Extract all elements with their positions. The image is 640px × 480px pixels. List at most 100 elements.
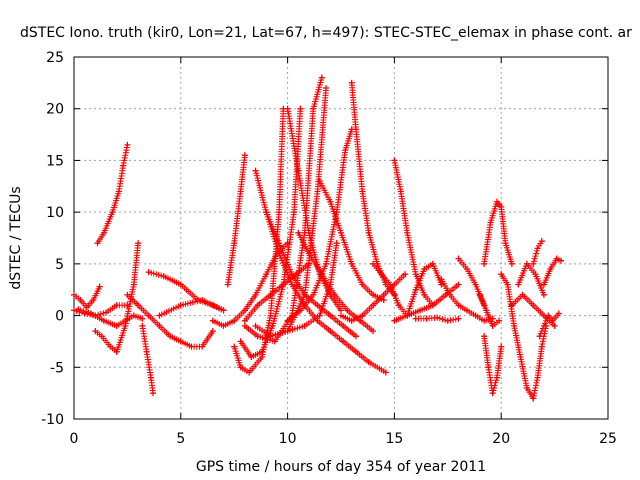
data-point bbox=[444, 317, 451, 324]
data-point bbox=[310, 105, 317, 112]
data-point bbox=[493, 198, 500, 205]
data-point bbox=[252, 291, 259, 298]
series-8 bbox=[156, 297, 227, 319]
data-points bbox=[71, 74, 565, 402]
data-point bbox=[378, 271, 385, 278]
series-marks bbox=[224, 152, 248, 288]
data-point bbox=[359, 312, 366, 319]
data-point bbox=[258, 353, 265, 360]
data-point bbox=[446, 291, 453, 298]
data-point bbox=[124, 141, 131, 148]
series-2 bbox=[75, 306, 146, 329]
series-33 bbox=[476, 291, 503, 329]
data-point bbox=[167, 333, 174, 340]
data-point bbox=[246, 369, 253, 376]
data-point bbox=[145, 269, 152, 276]
data-point bbox=[267, 312, 274, 319]
data-point bbox=[209, 317, 216, 324]
data-point bbox=[316, 271, 323, 278]
data-point bbox=[177, 281, 184, 288]
data-point bbox=[489, 322, 496, 329]
x-tick-label: 20 bbox=[492, 431, 510, 447]
data-point bbox=[370, 328, 377, 335]
series-6 bbox=[124, 291, 216, 350]
data-point bbox=[271, 338, 278, 345]
data-point bbox=[359, 188, 366, 195]
data-point bbox=[130, 312, 137, 319]
data-point bbox=[316, 312, 323, 319]
plot-frame bbox=[73, 56, 609, 420]
data-point bbox=[434, 314, 441, 321]
series-marks bbox=[391, 157, 436, 309]
data-point bbox=[523, 384, 530, 391]
data-point bbox=[464, 266, 471, 273]
data-point bbox=[483, 307, 490, 314]
data-point bbox=[310, 291, 317, 298]
data-point bbox=[88, 310, 95, 317]
data-point bbox=[145, 312, 152, 319]
data-point bbox=[120, 162, 127, 169]
data-point bbox=[263, 271, 270, 278]
data-point bbox=[139, 315, 146, 322]
data-point bbox=[534, 245, 541, 252]
data-point bbox=[305, 260, 312, 267]
data-point bbox=[254, 302, 261, 309]
data-point bbox=[481, 333, 488, 340]
data-point bbox=[109, 209, 116, 216]
data-point bbox=[536, 333, 543, 340]
series-31 bbox=[481, 333, 505, 397]
series-marks bbox=[481, 198, 515, 267]
series-marks bbox=[530, 238, 545, 267]
data-point bbox=[284, 317, 291, 324]
data-point bbox=[519, 291, 526, 298]
data-point bbox=[177, 338, 184, 345]
data-point bbox=[412, 271, 419, 278]
data-point bbox=[288, 281, 295, 288]
data-point bbox=[241, 152, 248, 159]
series-35 bbox=[530, 322, 550, 402]
data-point bbox=[113, 322, 120, 329]
data-point bbox=[359, 281, 366, 288]
data-point bbox=[476, 291, 483, 298]
data-point bbox=[305, 250, 312, 257]
data-point bbox=[532, 271, 539, 278]
data-point bbox=[485, 364, 492, 371]
data-point bbox=[113, 302, 120, 309]
data-point bbox=[352, 348, 359, 355]
series-32 bbox=[481, 198, 515, 267]
y-tick-label: 5 bbox=[55, 257, 64, 273]
data-point bbox=[464, 307, 471, 314]
series-marks bbox=[476, 291, 503, 329]
data-point bbox=[98, 333, 105, 340]
data-point bbox=[340, 322, 347, 329]
series-22 bbox=[316, 178, 387, 304]
data-point bbox=[455, 255, 462, 262]
x-tick-label: 0 bbox=[70, 431, 79, 447]
series-34 bbox=[498, 271, 537, 402]
y-tick-label: 15 bbox=[46, 153, 64, 169]
data-point bbox=[402, 271, 409, 278]
data-point bbox=[130, 281, 137, 288]
data-point bbox=[231, 240, 238, 247]
x-tick-label: 5 bbox=[176, 431, 185, 447]
data-point bbox=[555, 310, 562, 317]
data-point bbox=[107, 343, 114, 350]
data-point bbox=[295, 229, 302, 236]
data-point bbox=[248, 353, 255, 360]
data-point bbox=[348, 260, 355, 267]
data-point bbox=[558, 257, 565, 264]
series-26 bbox=[391, 157, 436, 309]
data-point bbox=[301, 322, 308, 329]
data-point bbox=[455, 281, 462, 288]
data-point bbox=[538, 343, 545, 350]
series-10 bbox=[209, 240, 291, 329]
data-point bbox=[209, 328, 216, 335]
data-point bbox=[380, 291, 387, 298]
data-point bbox=[530, 395, 537, 402]
data-point bbox=[517, 353, 524, 360]
data-point bbox=[498, 271, 505, 278]
series-marks bbox=[370, 260, 445, 319]
data-point bbox=[327, 291, 334, 298]
series-marks bbox=[139, 322, 157, 397]
data-point bbox=[316, 178, 323, 185]
